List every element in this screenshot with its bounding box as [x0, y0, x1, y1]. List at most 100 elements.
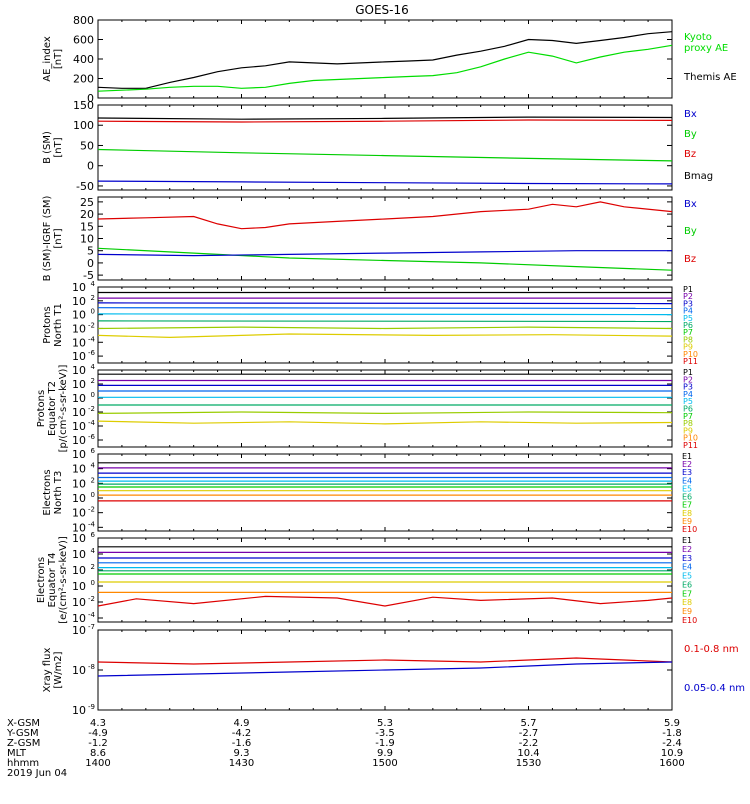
legend-label: Bx [684, 109, 697, 120]
y-tick-label: 0 [87, 160, 94, 173]
legend-label: E1 [682, 536, 692, 545]
y-tick-exponent: 0 [91, 491, 95, 499]
y-axis-label: [W/m2] [53, 651, 64, 688]
legend-label: E2 [682, 545, 692, 554]
legend-label: P8 [683, 335, 693, 344]
series-line-p5 [97, 313, 673, 316]
legend-label: P9 [683, 343, 693, 352]
y-tick-exponent: 4 [91, 363, 96, 371]
y-tick-label: 200 [73, 73, 94, 86]
y-tick-label: 0 [87, 257, 94, 270]
series-line-bx [97, 250, 672, 257]
legend-label: P1 [683, 285, 693, 294]
y-axis-label: AE_index [42, 36, 53, 82]
y-axis-label: Xray flux [42, 648, 53, 693]
y-tick-exponent: 2 [91, 476, 95, 484]
x-axis-value: -2.4 [662, 738, 682, 749]
legend-label: Bz [684, 149, 696, 160]
legend-label: By [684, 129, 697, 140]
series-line-bz [97, 119, 673, 123]
x-axis-value: 1400 [85, 758, 110, 769]
legend-label: 0.1-0.8 nm [684, 644, 739, 655]
x-axis-value: -1.8 [662, 728, 682, 739]
x-axis-value: 10.4 [517, 748, 539, 759]
panel-frame [97, 369, 673, 448]
series-line-0-05-0-4-nm [97, 661, 673, 677]
y-tick-label: 10 [72, 564, 86, 577]
legend-label: P11 [683, 357, 698, 366]
legend-label: P10 [683, 350, 698, 359]
y-tick-label: 10 [72, 477, 86, 490]
y-tick-label: -50 [76, 180, 94, 193]
y-tick-label: 10 [72, 548, 86, 561]
legend-label: E9 [682, 517, 692, 526]
legend-label: proxy AE [684, 43, 728, 54]
legend-label: E5 [682, 484, 692, 493]
y-tick-label: 10 [80, 233, 94, 246]
legend-label: P5 [683, 397, 693, 406]
y-tick-label: 15 [80, 220, 94, 233]
legend-label: E1 [682, 452, 692, 461]
y-tick-exponent: 2 [91, 294, 95, 302]
x-axis-value: -4.9 [88, 728, 108, 739]
legend-label: P11 [683, 441, 698, 450]
legend-label: P3 [683, 299, 693, 308]
x-axis-value: 5.3 [377, 718, 393, 729]
legend-label: E2 [682, 460, 692, 469]
y-tick-label: 400 [73, 53, 94, 66]
y-axis-label: [nT] [53, 137, 64, 157]
series-line-e10 [97, 595, 673, 607]
legend-label: E3 [682, 468, 692, 477]
x-axis-value: -2.7 [519, 728, 539, 739]
series-line-by [97, 247, 673, 271]
legend-label: By [684, 226, 697, 237]
y-tick-label: 25 [80, 196, 94, 209]
y-axis-label: Equator T4 [47, 553, 58, 608]
legend-label: Kyoto [684, 32, 712, 43]
x-axis-value: 4.3 [90, 718, 106, 729]
legend-label: P1 [683, 368, 693, 377]
y-tick-label: 10 [72, 507, 86, 520]
x-axis-value: -3.5 [375, 728, 395, 739]
y-tick-label: 600 [73, 34, 94, 47]
plot-date: 2019 Jun 04 [7, 768, 67, 779]
y-tick-label: 10 [72, 309, 86, 322]
y-axis-label: Protons [42, 306, 53, 343]
y-tick-label: 10 [72, 580, 86, 593]
y-tick-label: 5 [87, 245, 94, 258]
y-tick-exponent: 0 [91, 579, 95, 587]
y-tick-exponent: -2 [88, 321, 95, 329]
legend-label: P8 [683, 419, 693, 428]
y-tick-label: 10 [72, 532, 86, 545]
legend-label: P2 [683, 292, 693, 301]
x-axis-value: -1.9 [375, 738, 395, 749]
legend-label: E4 [682, 476, 692, 485]
y-tick-label: 10 [72, 392, 86, 405]
legend-label: Bz [684, 254, 696, 265]
x-axis-value: 9.3 [234, 748, 250, 759]
y-axis-label: [nT] [53, 228, 64, 248]
legend-label: P7 [683, 328, 693, 337]
y-tick-label: 10 [72, 378, 86, 391]
x-axis-row-label: MLT [7, 748, 27, 759]
series-line-bz [97, 201, 673, 230]
plot-title: GOES-16 [355, 3, 409, 17]
legend-label: E10 [682, 616, 697, 625]
y-tick-exponent: -6 [88, 349, 96, 357]
y-axis-label: [e/(cm²-s-sr-keV)] [58, 536, 69, 624]
legend-label: E7 [682, 589, 692, 598]
y-tick-exponent: -4 [88, 611, 96, 619]
y-tick-label: 10 [72, 492, 86, 505]
x-axis-value: 5.9 [664, 718, 680, 729]
legend-label: P6 [683, 405, 693, 414]
y-tick-label: 150 [73, 99, 94, 112]
y-axis-label: B (SM) [42, 131, 53, 164]
y-tick-exponent: 0 [91, 391, 95, 399]
y-tick-exponent: 2 [91, 377, 95, 385]
y-tick-label: 10 [72, 406, 86, 419]
legend-label: P5 [683, 314, 693, 323]
series-line-proxy-ae [97, 44, 673, 92]
y-tick-label: 10 [72, 521, 86, 534]
y-tick-exponent: -7 [88, 623, 95, 631]
